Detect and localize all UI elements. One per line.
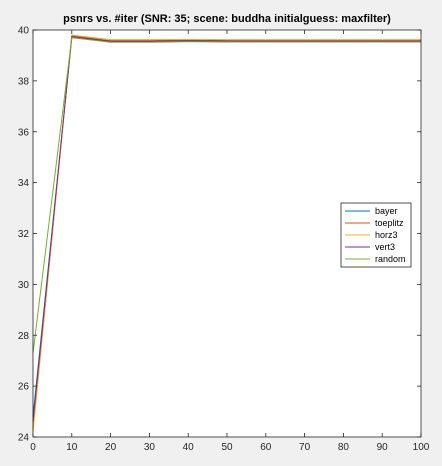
y-tick-label: 32 — [18, 229, 30, 240]
x-tick-label: 40 — [183, 442, 195, 453]
legend: bayer toeplitz horz3 vert3 random — [340, 202, 412, 268]
series-line-horz3 — [32, 34, 421, 432]
x-tick-label: 100 — [413, 442, 430, 453]
x-tick-label: 70 — [299, 442, 311, 453]
y-tick-label: 36 — [18, 127, 30, 138]
x-tick-label: 60 — [260, 442, 272, 453]
y-tick-label: 40 — [18, 26, 30, 37]
series-line-random — [32, 37, 421, 354]
x-tick-label: 30 — [144, 442, 156, 453]
legend-label-horz3: horz3 — [375, 230, 398, 240]
x-tick-label: 0 — [30, 442, 36, 453]
y-tick-label: 28 — [18, 331, 30, 342]
x-tick-label: 90 — [377, 442, 389, 453]
x-tick-label: 20 — [105, 442, 117, 453]
y-tick-label: 34 — [18, 178, 30, 189]
y-tick-label: 24 — [18, 433, 30, 444]
x-tick-label: 10 — [66, 442, 78, 453]
legend-label-bayer: bayer — [375, 206, 398, 216]
y-tick-label: 30 — [18, 280, 30, 291]
legend-label-toeplitz: toeplitz — [375, 218, 404, 228]
y-tick-label: 26 — [18, 382, 30, 393]
legend-label-vert3: vert3 — [375, 242, 395, 252]
chart-title: psnrs vs. #iter (SNR: 35; scene: buddha … — [63, 13, 391, 25]
x-tick-label: 80 — [338, 442, 350, 453]
y-tick-label: 38 — [18, 76, 30, 87]
series-line-vert3 — [32, 36, 421, 422]
legend-label-random: random — [375, 254, 406, 264]
x-tick-label: 50 — [221, 442, 233, 453]
